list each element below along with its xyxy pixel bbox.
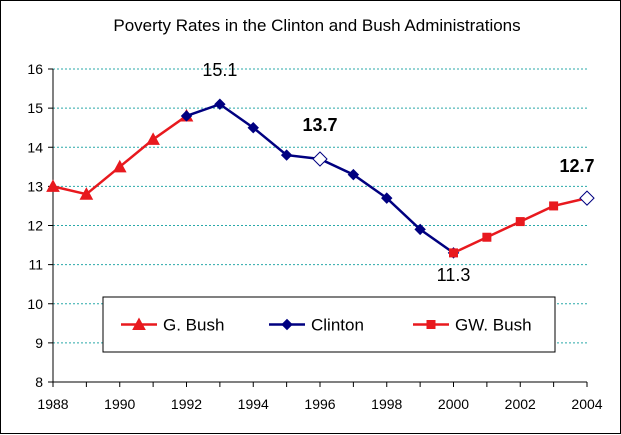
data-point — [381, 192, 393, 204]
data-point — [280, 149, 293, 161]
data-point — [347, 168, 360, 181]
data-point-open — [312, 151, 328, 167]
data-point — [146, 132, 160, 145]
data-point — [549, 201, 559, 211]
legend-box — [102, 296, 556, 353]
data-point — [214, 98, 226, 110]
data-label: 11.3 — [437, 265, 471, 285]
x-tick-label: 1994 — [238, 396, 269, 412]
x-tick-label: 1990 — [104, 396, 135, 412]
y-tick-label: 15 — [27, 100, 43, 116]
data-point — [482, 232, 492, 242]
y-tick-label: 12 — [27, 218, 43, 234]
data-point — [79, 187, 94, 200]
x-tick-label: 1996 — [304, 396, 335, 412]
annotation-layer: 15.1 13.7 11.3 12.7 — [202, 60, 594, 285]
legend-label: Clinton — [311, 316, 364, 335]
legend-marker-2 — [426, 320, 436, 329]
data-point — [414, 223, 426, 236]
x-tick-label: 1998 — [371, 396, 402, 412]
x-tick-label: 1992 — [171, 396, 202, 412]
y-tick-label: 11 — [28, 257, 43, 273]
chart-title: Poverty Rates in the Clinton and Bush Ad… — [113, 16, 520, 35]
legend-label: G. Bush — [163, 316, 224, 335]
x-tick-label: 2000 — [438, 396, 469, 412]
data-point — [449, 248, 458, 258]
x-tick-label: 2002 — [505, 396, 536, 412]
y-tick-label: 16 — [27, 61, 43, 77]
x-tick-label: 2004 — [571, 396, 602, 412]
x-tick-label: 1988 — [37, 396, 68, 412]
y-tick-label: 9 — [35, 335, 43, 351]
y-tick-label: 13 — [27, 178, 43, 194]
data-label: 13.7 — [302, 115, 337, 135]
data-point — [46, 179, 60, 192]
y-tick-label: 14 — [27, 139, 43, 155]
data-point-open — [579, 190, 595, 206]
data-point — [180, 110, 193, 122]
legend-label: GW. Bush — [455, 316, 532, 335]
y-tick-label: 10 — [27, 296, 43, 312]
legend-marker-0 — [132, 317, 146, 330]
data-point — [112, 159, 127, 173]
axis-layer: 8 9 10 11 12 13 14 15 16 1988 1990 1992 1994 1996 1998… — [27, 61, 602, 412]
data-label: 15.1 — [202, 60, 237, 80]
legend: G. Bush Clinton GW. Bush — [102, 296, 556, 353]
series-layer — [46, 98, 595, 259]
data-point — [247, 121, 259, 134]
data-label: 12.7 — [559, 156, 594, 176]
series-line-0 — [52, 114, 188, 196]
legend-marker-1 — [281, 318, 293, 331]
data-point — [515, 217, 525, 227]
y-tick-label: 8 — [35, 374, 43, 390]
